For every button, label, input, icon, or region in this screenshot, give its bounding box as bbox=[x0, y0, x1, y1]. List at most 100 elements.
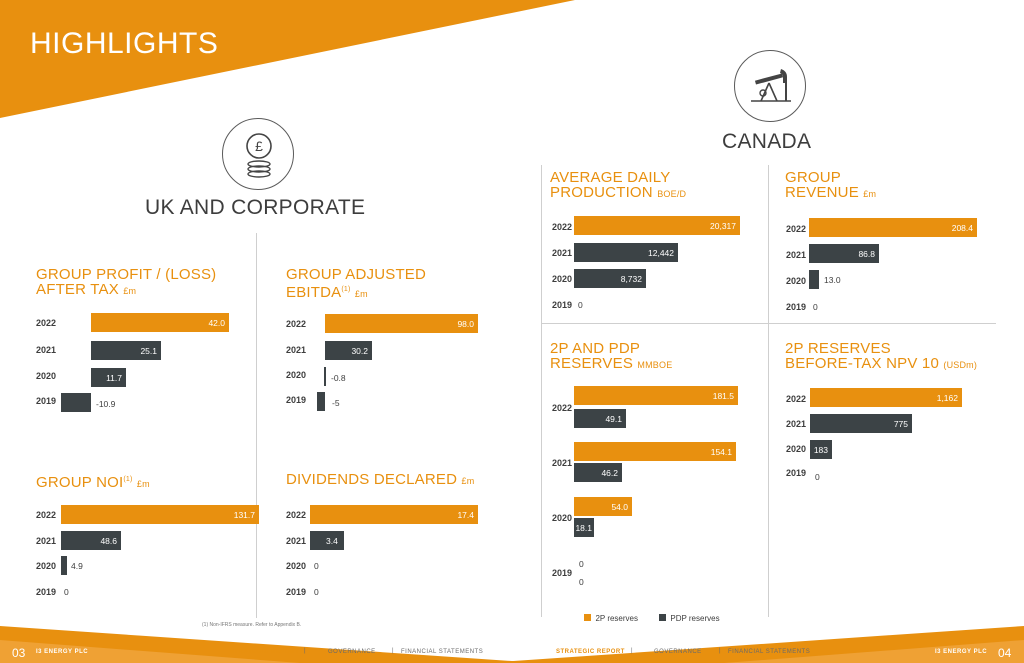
legend-label-2p: 2P reserves bbox=[595, 614, 638, 623]
bar-value: 131.7 bbox=[233, 510, 255, 520]
bar-value: 0 bbox=[813, 302, 818, 312]
canada-divider-horizontal bbox=[541, 323, 996, 324]
year-label: 2019 bbox=[35, 396, 56, 406]
reserves-legend: 2P reserves PDP reserves bbox=[584, 608, 720, 626]
legend-label-pdp: PDP reserves bbox=[670, 614, 720, 623]
profit-chart: 2022 42.0 2021 25.1 2020 11.7 2019 -10.9 bbox=[30, 313, 250, 418]
bar-value: 0 bbox=[579, 559, 584, 569]
noi-chart: 2022 131.7 2021 48.6 2020 4.9 2019 0 bbox=[30, 505, 259, 605]
bar-value: 8,732 bbox=[620, 274, 642, 284]
year-label: 2022 bbox=[551, 222, 572, 232]
footer-nav-strategic-left[interactable]: STRATEGIC REPORT bbox=[230, 649, 299, 655]
year-label: 2020 bbox=[551, 274, 572, 284]
footer-nav-financial-right[interactable]: FINANCIAL STATEMENTS bbox=[728, 649, 811, 655]
page-divider-vertical bbox=[541, 165, 542, 617]
year-label: 2022 bbox=[285, 510, 306, 520]
footer-sep: | bbox=[392, 648, 395, 654]
bar-value: 12,442 bbox=[648, 248, 674, 258]
footnote: (1) Non-IFRS measure. Refer to Appendix … bbox=[202, 622, 302, 628]
year-label: 2022 bbox=[35, 510, 56, 520]
bar-value: 0 bbox=[64, 587, 69, 597]
bar-value: 17.4 bbox=[457, 510, 474, 520]
bar-value: -0.8 bbox=[331, 373, 346, 383]
bar-value: 25.1 bbox=[140, 346, 157, 356]
npv-title: 2P RESERVES BEFORE-TAX NPV 10 (USDm) bbox=[785, 340, 978, 372]
year-label: 2020 bbox=[35, 561, 56, 571]
year-label: 2021 bbox=[551, 248, 572, 258]
bar-value: 0 bbox=[578, 300, 583, 310]
legend-swatch-2p bbox=[584, 614, 591, 621]
ebitda-chart: 2022 98.0 2021 30.2 2020 -0.8 2019 -5 bbox=[280, 313, 490, 418]
year-label: 2022 bbox=[551, 403, 572, 413]
npv-bar-2021: 775 bbox=[810, 414, 912, 433]
profit-bar-2022: 42.0 bbox=[91, 313, 229, 332]
bar-value: 0 bbox=[314, 561, 319, 571]
bar-value: 181.5 bbox=[712, 391, 734, 401]
bar-value: 49.1 bbox=[605, 414, 622, 424]
noi-bar-2022: 131.7 bbox=[61, 505, 259, 524]
revenue-bar-2020 bbox=[809, 270, 819, 289]
bar-value: 154.1 bbox=[710, 447, 732, 457]
year-label: 2021 bbox=[285, 345, 306, 355]
canada-heading: CANADA bbox=[722, 130, 812, 153]
reserves-title: 2P AND PDP RESERVES MMBOE bbox=[550, 340, 673, 372]
year-label: 2020 bbox=[551, 513, 572, 523]
profit-bar-2020: 11.7 bbox=[91, 368, 126, 387]
bar-value: 98.0 bbox=[457, 319, 474, 329]
year-label: 2021 bbox=[35, 536, 56, 546]
year-label: 2020 bbox=[785, 444, 806, 454]
footer-sep: | bbox=[631, 648, 634, 654]
uk-heading: UK AND CORPORATE bbox=[145, 196, 366, 219]
year-label: 2020 bbox=[285, 370, 306, 380]
npv-bar-2020: 183 bbox=[810, 440, 832, 459]
footer-nav-strategic-right[interactable]: STRATEGIC REPORT bbox=[556, 649, 625, 655]
bar-value: 54.0 bbox=[611, 502, 628, 512]
year-label: 2022 bbox=[785, 394, 806, 404]
bar-value: 11.7 bbox=[106, 373, 122, 383]
footer-company-left: I3 ENERGY PLC bbox=[36, 649, 89, 655]
page-title: HIGHLIGHTS bbox=[30, 27, 219, 60]
profit-bar-2021: 25.1 bbox=[91, 341, 161, 360]
reserves-pdp-bar-2022: 49.1 bbox=[574, 409, 626, 428]
npv-bar-2022: 1,162 bbox=[810, 388, 962, 407]
footer-nav-governance-right[interactable]: GOVERNANCE bbox=[654, 649, 702, 655]
header-banner bbox=[0, 0, 575, 118]
year-label: 2020 bbox=[35, 371, 56, 381]
year-label: 2021 bbox=[785, 419, 806, 429]
bar-value: 48.6 bbox=[100, 536, 117, 546]
bar-value: 42.0 bbox=[208, 318, 225, 328]
year-label: 2019 bbox=[551, 300, 572, 310]
production-bar-2021: 12,442 bbox=[574, 243, 678, 262]
footer-nav-financial-left[interactable]: FINANCIAL STATEMENTS bbox=[401, 649, 484, 655]
production-bar-2020: 8,732 bbox=[574, 269, 646, 288]
year-label: 2021 bbox=[35, 345, 56, 355]
dividends-chart: 2022 17.4 2021 3.4 2020 0 2019 0 bbox=[280, 505, 490, 605]
production-chart: 2022 20,317 2021 12,442 2020 8,732 2019 … bbox=[546, 216, 746, 311]
year-label: 2022 bbox=[785, 224, 806, 234]
pound-coins-icon: £ bbox=[222, 118, 294, 190]
dividends-bar-2021: 3.4 bbox=[310, 531, 344, 550]
profit-bar-2019 bbox=[61, 393, 91, 412]
year-label: 2019 bbox=[285, 395, 306, 405]
bar-value: 3.4 bbox=[326, 536, 338, 546]
footer-nav-governance-left[interactable]: GOVERNANCE bbox=[328, 649, 376, 655]
oil-pumpjack-icon bbox=[734, 50, 806, 122]
bar-value: 0 bbox=[815, 472, 820, 482]
bar-value: 208.4 bbox=[951, 223, 973, 233]
bar-value: 13.0 bbox=[824, 275, 841, 285]
bar-value: 1,162 bbox=[936, 393, 958, 403]
dividends-bar-2022: 17.4 bbox=[310, 505, 478, 524]
bar-value: 30.2 bbox=[351, 346, 368, 356]
ebitda-bar-2020 bbox=[324, 367, 326, 386]
revenue-chart: 2022 208.4 2021 86.8 2020 13.0 2019 0 bbox=[780, 218, 980, 313]
bar-value: 183 bbox=[813, 445, 828, 455]
footer-sep: | bbox=[304, 648, 307, 654]
bar-value: 0 bbox=[314, 587, 319, 597]
year-label: 2019 bbox=[551, 568, 572, 578]
year-label: 2019 bbox=[785, 468, 806, 478]
year-label: 2020 bbox=[785, 276, 806, 286]
bar-value: -10.9 bbox=[96, 399, 116, 409]
ebitda-title: GROUP ADJUSTED EBITDA(1) £m bbox=[286, 266, 427, 301]
canada-divider-vertical bbox=[768, 165, 769, 617]
reserves-2p-bar-2022: 181.5 bbox=[574, 386, 738, 405]
